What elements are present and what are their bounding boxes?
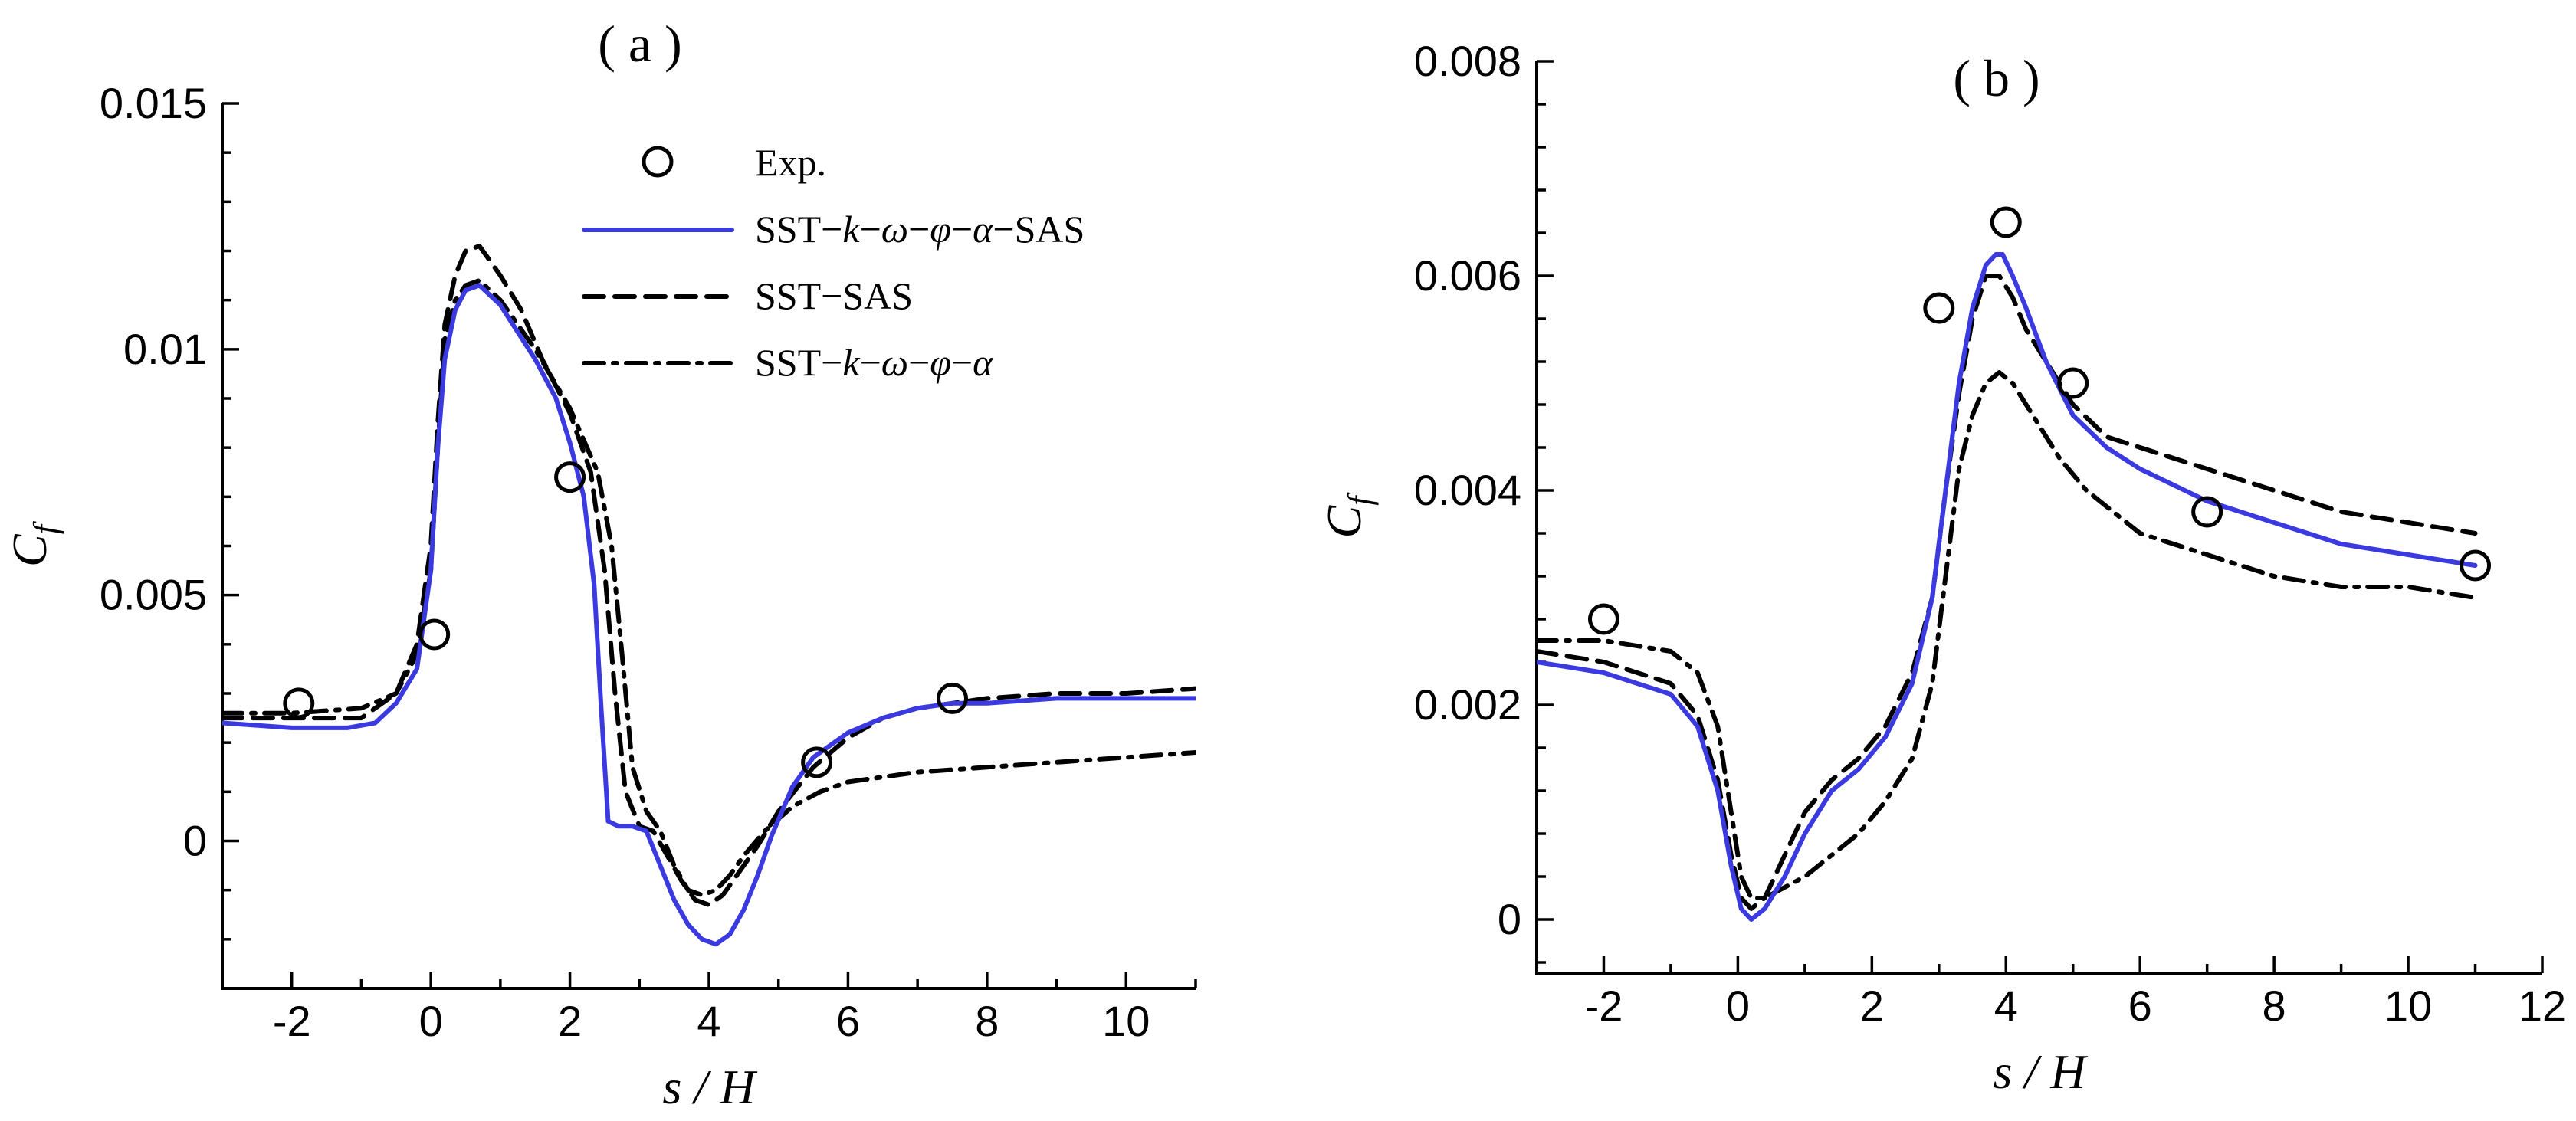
series-line-dashed	[1537, 274, 2478, 911]
legend-label: SST−SAS	[755, 274, 913, 317]
exp-data-point	[2057, 367, 2089, 399]
exp-data-point	[554, 461, 586, 493]
y-tick-label: 0.002	[1414, 680, 1521, 729]
legend-label-part: φ	[930, 208, 951, 251]
exp-data-point	[1990, 206, 2022, 238]
legend-label-part: SST−	[755, 208, 842, 251]
legend-label-part: k	[842, 208, 860, 251]
legend-marker-exp	[642, 146, 674, 178]
legend-label-part: SST−SAS	[755, 274, 913, 317]
y-tick-label: 0.015	[100, 79, 207, 127]
exp-data-point	[937, 682, 968, 714]
legend-label-part: −SAS	[993, 208, 1085, 251]
panel-title: ( a )	[598, 15, 681, 73]
x-tick-label: 2	[1860, 982, 1884, 1030]
legend-label-part: φ	[930, 341, 951, 384]
y-tick-label: 0.008	[1414, 37, 1521, 85]
series-line-dashdot	[222, 278, 1196, 898]
legend-label-part: SST−	[755, 341, 842, 384]
legend-label: SST−k−ω−φ−α	[755, 341, 994, 384]
y-axis-title-subscript: f	[27, 520, 64, 534]
legend-label-part: −	[908, 208, 930, 251]
legend-label-part: −	[951, 208, 973, 251]
legend-label-part: ω	[881, 341, 908, 384]
x-tick-label: 4	[1994, 982, 2018, 1030]
y-axis-title-subscript: f	[1341, 492, 1379, 506]
y-axis-title: Cf	[2, 520, 64, 567]
y-axis-title: Cf	[1317, 492, 1379, 539]
plot-area	[222, 244, 1196, 947]
series-line-dashdot	[1537, 370, 2478, 900]
x-tick-label: 0	[1726, 982, 1750, 1030]
y-tick-label: 0.004	[1414, 466, 1521, 514]
x-tick-label: 6	[2128, 982, 2152, 1030]
x-tick-label: 2	[558, 997, 582, 1045]
exp-data-point	[418, 618, 451, 651]
legend-label-part: −	[951, 341, 973, 384]
x-tick-label: 12	[2519, 982, 2566, 1030]
legend-label-part: −	[860, 208, 881, 251]
series-line-solid	[1537, 252, 2478, 922]
x-tick-label: 8	[2263, 982, 2286, 1030]
x-tick-label: -2	[273, 997, 311, 1045]
legend-label-part: −	[860, 341, 881, 384]
panel-title: ( b )	[1953, 49, 2039, 107]
panel-b-chart: -2 0 2 4 6 8 10 12 0 0.002 0.004 0.006 0.008 ( b ) s /…	[1317, 37, 2566, 1099]
exp-data-point	[283, 687, 315, 719]
legend-label-part: α	[973, 208, 994, 251]
panel-a-chart: -2 0 2 4 6 8 10 0 0.005 0.01 0.015 ( a ) s / H Cf Exp.…	[2, 15, 1197, 1114]
x-tick-label: 4	[697, 997, 720, 1045]
x-tick-label: -2	[1585, 982, 1623, 1030]
x-axis-title: s / H	[1994, 1044, 2089, 1099]
y-tick-label: 0	[183, 817, 207, 865]
legend-label: SST−k−ω−φ−α−SAS	[755, 208, 1085, 251]
x-axis-title: s / H	[663, 1060, 759, 1114]
exp-data-point	[801, 746, 833, 778]
series-line-dashed	[222, 244, 1196, 907]
exp-data-point	[1923, 292, 1955, 324]
exp-data-point	[1587, 603, 1619, 635]
plot-area	[1537, 252, 2478, 922]
y-tick-label: 0.01	[123, 325, 207, 373]
x-tick-label: 10	[1102, 997, 1150, 1045]
exp-data-point	[2460, 549, 2492, 582]
series-line-solid	[222, 283, 1196, 947]
legend-label: Exp.	[755, 141, 826, 184]
y-tick-label: 0.006	[1414, 251, 1521, 300]
legend-label-part: ω	[881, 208, 908, 251]
legend-label-part: k	[842, 341, 860, 384]
x-tick-label: 0	[419, 997, 443, 1045]
y-tick-label: 0.005	[100, 571, 207, 619]
exp-data-point	[2191, 496, 2223, 528]
legend-label-part: Exp.	[755, 141, 826, 184]
y-axis-title-main: C	[1317, 504, 1371, 538]
axis-frame	[1535, 61, 2542, 975]
legend-label-part: −	[908, 341, 930, 384]
x-tick-label: 10	[2384, 982, 2432, 1030]
legend-label-part: α	[973, 341, 994, 384]
y-tick-label: 0	[1498, 895, 1521, 943]
x-tick-label: 8	[975, 997, 999, 1045]
y-axis-title-main: C	[2, 533, 57, 567]
x-tick-label: 6	[836, 997, 860, 1045]
